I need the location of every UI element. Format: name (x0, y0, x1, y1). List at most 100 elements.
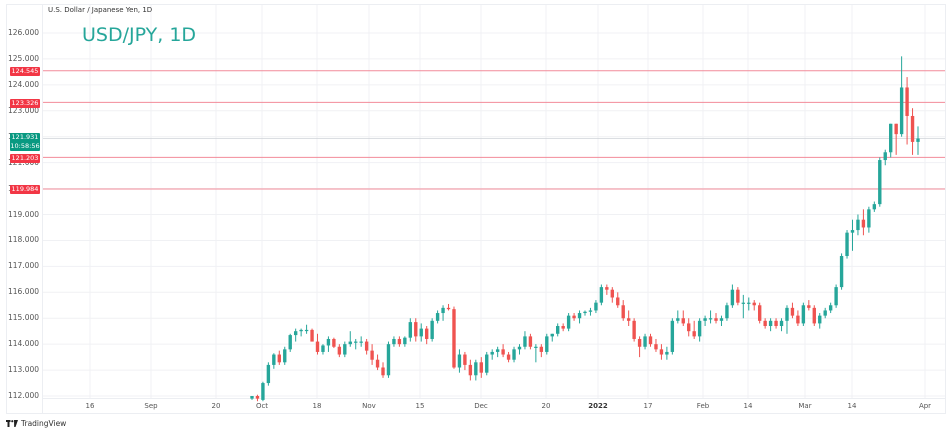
candle-body (288, 335, 292, 350)
price-tick-label: 124.000 (8, 79, 40, 89)
candle-body (714, 318, 718, 321)
candle-body (408, 322, 413, 338)
bar-countdown: 10:58:56 (10, 142, 40, 150)
candle-body (790, 307, 795, 316)
time-tick-label: Apr (918, 402, 932, 410)
tradingview-logo[interactable]: TradingView (6, 419, 66, 428)
candle-body (523, 336, 527, 347)
candle-body (856, 219, 860, 231)
price-tick-label: 119.000 (8, 209, 40, 219)
candle-body (616, 297, 620, 306)
candle-body (310, 329, 314, 342)
candle-body (768, 320, 773, 327)
candle-body (834, 287, 838, 306)
candle-body (266, 364, 271, 384)
candle-body (545, 336, 549, 352)
candle-body (326, 338, 331, 346)
time-tick-label: 15 (415, 402, 425, 410)
candle-body (474, 362, 478, 376)
candle-body (452, 309, 456, 368)
candle-body (654, 344, 658, 350)
price-tick-label: 123.000 (8, 105, 40, 115)
tradingview-logo-icon (6, 420, 18, 427)
candle-body (708, 318, 713, 320)
candle-body (572, 315, 576, 319)
candle-body (272, 354, 276, 365)
time-tick-label: Oct (255, 402, 269, 410)
candle-body (386, 344, 391, 376)
candle-body (370, 350, 374, 360)
candle-body (337, 346, 342, 355)
price-tick-label: 115.000 (8, 313, 40, 323)
candle-body (348, 341, 352, 345)
candle-body (807, 305, 811, 308)
candle-body (468, 364, 473, 376)
candle-body (299, 329, 303, 332)
tradingview-logo-text: TradingView (21, 419, 67, 428)
level-tag-121203: 121.203 (10, 154, 40, 163)
candle-body (719, 318, 724, 321)
candle-body (725, 305, 729, 319)
level-tag-119984: 119.984 (10, 185, 40, 194)
candle-body (424, 328, 429, 339)
candle-body (594, 302, 598, 311)
candle-body (556, 326, 560, 334)
candle-body (801, 305, 806, 324)
candle-body (479, 362, 483, 373)
candle-body (364, 341, 369, 351)
candle-body (659, 349, 664, 355)
candle-body (359, 341, 363, 343)
candle-body (872, 204, 877, 210)
candle-body (255, 396, 260, 399)
candle-body (528, 336, 533, 347)
candle-body (463, 354, 467, 365)
candle-body (375, 359, 380, 368)
price-tick-label: 112.000 (8, 391, 40, 401)
time-tick-label: Dec (474, 402, 488, 410)
candle-body (828, 305, 833, 311)
candle-body (637, 338, 642, 347)
time-tick-label: Feb (696, 402, 710, 410)
candle-body (894, 123, 898, 135)
time-tick-label: 17 (643, 402, 653, 410)
candle-body (774, 320, 778, 327)
candle-body (403, 337, 407, 345)
price-tick-label: 125.000 (8, 53, 40, 63)
candle-body (381, 367, 385, 376)
candle-body (588, 310, 593, 312)
candle-body (583, 311, 587, 314)
candle-body (343, 344, 347, 355)
time-tick-label: Mar (798, 402, 812, 410)
candle-body (878, 160, 882, 205)
symbol-description: U.S. Dollar / Japanese Yen, 1D (48, 6, 153, 14)
candle-body (277, 354, 281, 363)
price-axis[interactable] (6, 4, 43, 414)
candle-body (430, 320, 434, 339)
candle-body (321, 345, 325, 352)
time-tick-label: Sep (144, 402, 158, 410)
candle-body (414, 322, 418, 337)
candle-body (763, 320, 767, 327)
price-tick-label: 117.000 (8, 261, 40, 271)
price-tick-label: 118.000 (8, 235, 40, 245)
candle-body (752, 302, 756, 306)
candle-body (293, 331, 298, 336)
candle-body (304, 329, 309, 332)
candle-body (506, 354, 511, 360)
time-tick-label: 20 (211, 402, 221, 410)
candle-body (632, 320, 636, 339)
time-tick-label: 18 (312, 402, 322, 410)
level-tag-124545: 124.545 (10, 67, 40, 76)
time-tick-label: 20 (541, 402, 551, 410)
candle-body (599, 287, 604, 303)
candle-body (747, 302, 751, 304)
time-axis[interactable] (42, 398, 946, 415)
candle-body (457, 354, 462, 368)
candle-body (736, 289, 740, 303)
chart-frame (6, 4, 946, 414)
time-tick-label: Nov (362, 402, 376, 410)
candle-body (441, 307, 445, 314)
candle-body (910, 115, 915, 142)
time-tick-label: 2022 (588, 402, 608, 410)
